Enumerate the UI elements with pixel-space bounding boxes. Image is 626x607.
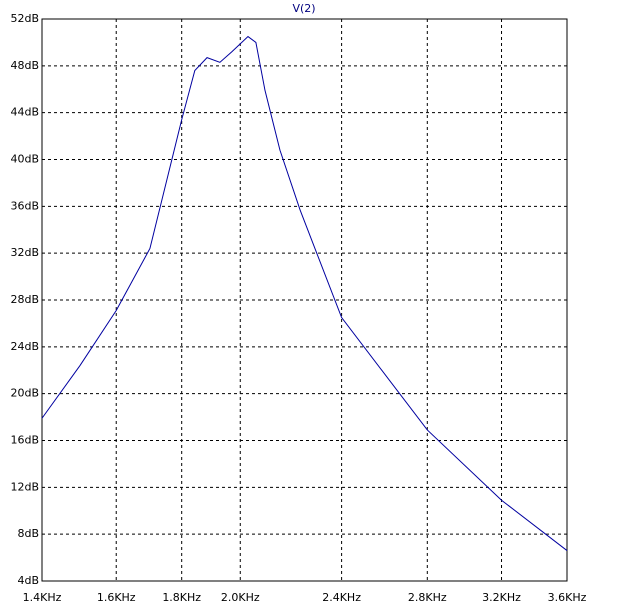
x-tick-label: 1.6KHz <box>97 591 136 604</box>
y-tick-label: 40dB <box>10 153 39 166</box>
chart-title: V(2) <box>292 2 315 15</box>
y-tick-label: 4dB <box>17 574 39 587</box>
x-tick-label: 1.8KHz <box>162 591 201 604</box>
x-tick-label: 3.2KHz <box>482 591 521 604</box>
y-tick-label: 24dB <box>10 340 39 353</box>
x-tick-label: 1.4KHz <box>23 591 62 604</box>
x-tick-label: 3.6KHz <box>548 591 587 604</box>
y-tick-label: 12dB <box>10 480 39 493</box>
x-tick-label: 2.4KHz <box>322 591 361 604</box>
y-tick-label: 16dB <box>10 434 39 447</box>
y-tick-label: 36dB <box>10 199 39 212</box>
series-line <box>41 35 568 551</box>
y-tick-label: 32dB <box>10 246 39 259</box>
y-tick-label: 48dB <box>10 59 39 72</box>
y-tick-label: 20dB <box>10 387 39 400</box>
x-tick-label: 2.8KHz <box>408 591 447 604</box>
plot-frame <box>41 18 568 582</box>
y-tick-label: 28dB <box>10 293 39 306</box>
y-tick-label: 52dB <box>10 12 39 25</box>
y-tick-label: 8dB <box>17 527 39 540</box>
x-tick-label: 2.0KHz <box>221 591 260 604</box>
y-tick-label: 44dB <box>10 106 39 119</box>
